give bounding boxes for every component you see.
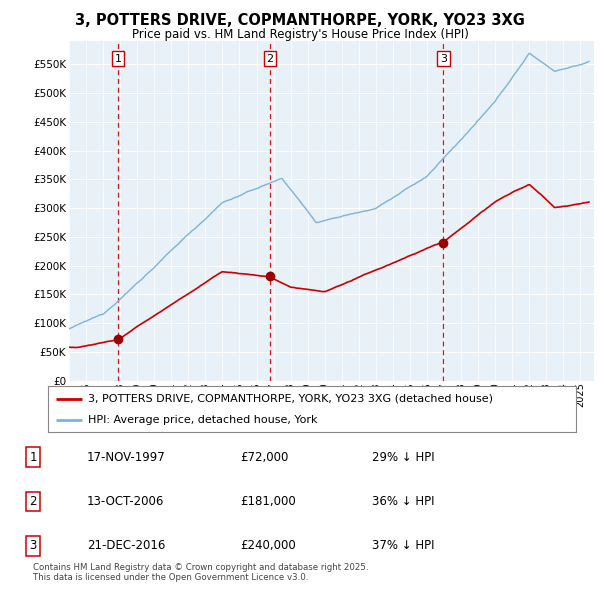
Text: Contains HM Land Registry data © Crown copyright and database right 2025.
This d: Contains HM Land Registry data © Crown c… [33, 563, 368, 582]
Text: 36% ↓ HPI: 36% ↓ HPI [372, 495, 434, 508]
Text: 29% ↓ HPI: 29% ↓ HPI [372, 451, 434, 464]
Text: £240,000: £240,000 [240, 539, 296, 552]
Text: 3, POTTERS DRIVE, COPMANTHORPE, YORK, YO23 3XG: 3, POTTERS DRIVE, COPMANTHORPE, YORK, YO… [75, 13, 525, 28]
Text: 3: 3 [29, 539, 37, 552]
Text: 2: 2 [266, 54, 274, 64]
Text: 2: 2 [29, 495, 37, 508]
Text: 17-NOV-1997: 17-NOV-1997 [87, 451, 166, 464]
Text: £181,000: £181,000 [240, 495, 296, 508]
Text: HPI: Average price, detached house, York: HPI: Average price, detached house, York [88, 415, 317, 425]
Text: £72,000: £72,000 [240, 451, 289, 464]
Text: 21-DEC-2016: 21-DEC-2016 [87, 539, 166, 552]
Text: 1: 1 [115, 54, 122, 64]
Text: 37% ↓ HPI: 37% ↓ HPI [372, 539, 434, 552]
Text: 3: 3 [440, 54, 447, 64]
Text: 3, POTTERS DRIVE, COPMANTHORPE, YORK, YO23 3XG (detached house): 3, POTTERS DRIVE, COPMANTHORPE, YORK, YO… [88, 394, 493, 404]
Text: 1: 1 [29, 451, 37, 464]
Text: 13-OCT-2006: 13-OCT-2006 [87, 495, 164, 508]
Text: Price paid vs. HM Land Registry's House Price Index (HPI): Price paid vs. HM Land Registry's House … [131, 28, 469, 41]
